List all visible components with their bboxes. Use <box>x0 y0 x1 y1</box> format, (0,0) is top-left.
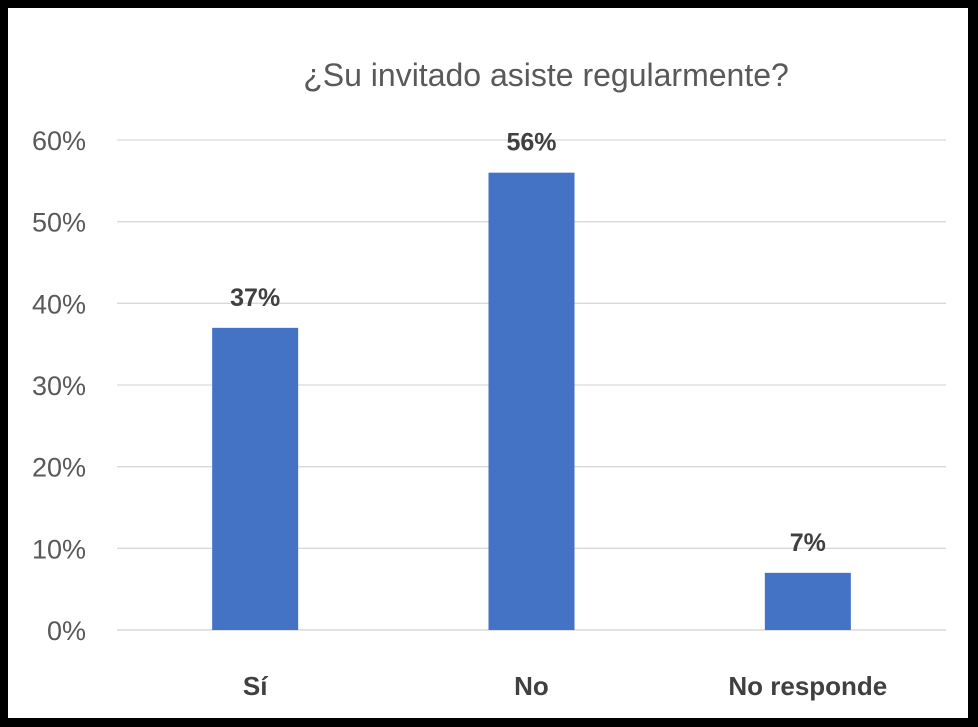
data-label: 7% <box>790 529 826 557</box>
y-tick-label: 30% <box>32 371 86 401</box>
chart-title: ¿Su invitado asiste regularmente? <box>303 57 789 93</box>
y-tick-label: 20% <box>32 453 86 483</box>
x-axis-categories: Sí No No responde <box>243 671 887 701</box>
data-labels: 37% 56% 7% <box>230 129 826 557</box>
category-label: Sí <box>243 671 268 701</box>
y-tick-label: 40% <box>32 289 86 319</box>
data-label: 56% <box>506 129 556 157</box>
y-tick-label: 50% <box>32 208 86 238</box>
bar <box>488 172 575 630</box>
bar <box>212 327 299 630</box>
y-tick-label: 60% <box>32 126 86 156</box>
bar <box>764 572 851 630</box>
category-label: No responde <box>728 671 887 701</box>
category-label: No <box>514 671 549 701</box>
bars <box>212 172 851 630</box>
y-tick-label: 10% <box>32 534 86 564</box>
y-tick-label: 0% <box>47 616 86 646</box>
y-axis-ticks: 0% 10% 20% 30% 40% 50% 60% <box>32 126 86 646</box>
data-label: 37% <box>230 284 280 312</box>
